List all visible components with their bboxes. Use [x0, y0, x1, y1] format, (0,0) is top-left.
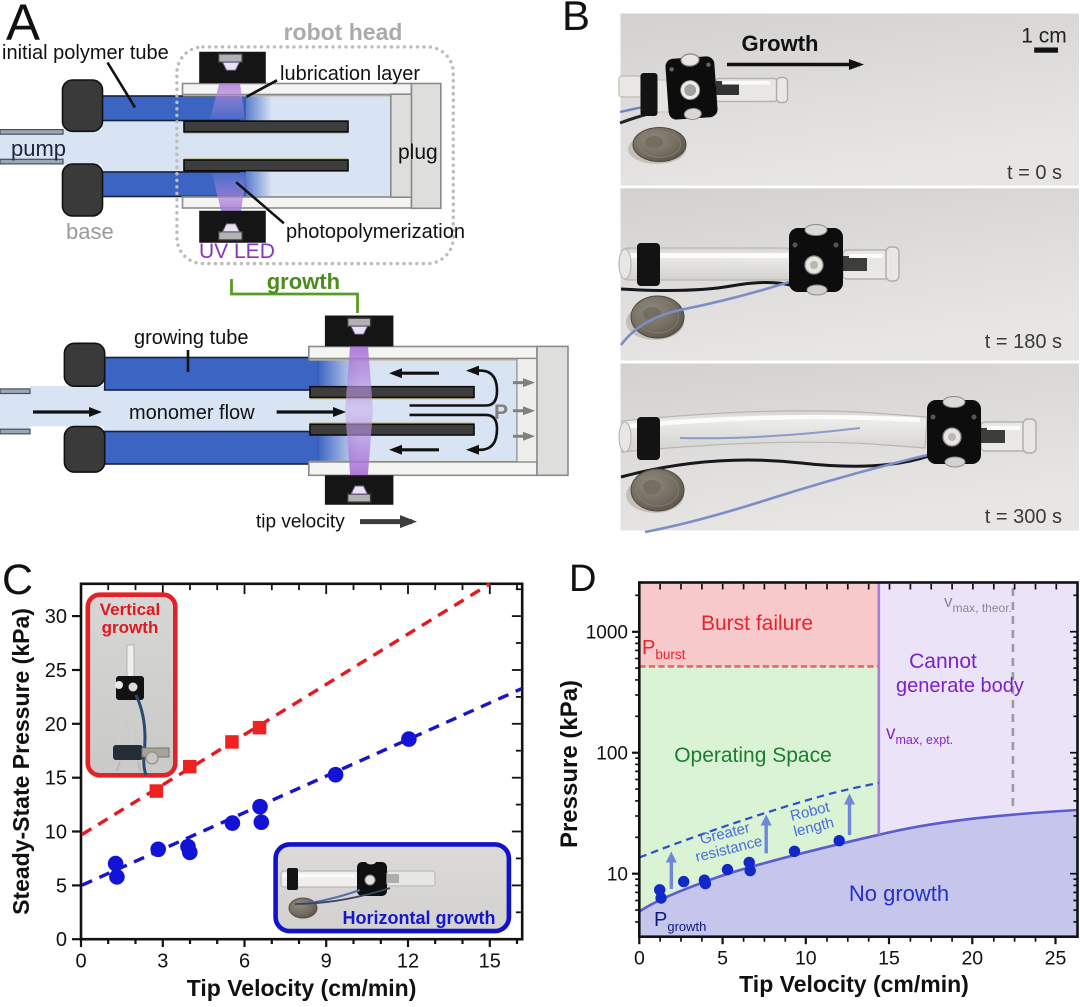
svg-text:growth: growth	[267, 269, 340, 294]
svg-text:0: 0	[634, 948, 645, 970]
svg-text:20: 20	[45, 714, 67, 736]
svg-text:25: 25	[1045, 948, 1067, 970]
svg-text:initial polymer tube: initial polymer tube	[2, 42, 169, 64]
svg-text:No growth: No growth	[849, 881, 949, 906]
svg-text:1 cm: 1 cm	[1021, 25, 1067, 48]
svg-text:D: D	[569, 558, 596, 600]
svg-text:Pressure (kPa): Pressure (kPa)	[560, 680, 583, 848]
svg-text:monomer flow: monomer flow	[129, 402, 255, 424]
svg-text:Operating Space: Operating Space	[674, 744, 832, 767]
svg-text:Growth: Growth	[742, 31, 819, 56]
svg-text:15: 15	[878, 948, 900, 970]
svg-text:base: base	[66, 219, 114, 244]
svg-text:C: C	[2, 556, 33, 604]
svg-text:tip velocity: tip velocity	[256, 512, 345, 533]
svg-text:1000: 1000	[586, 622, 628, 643]
svg-text:Tip Velocity (cm/min): Tip Velocity (cm/min)	[187, 975, 417, 1001]
svg-text:5: 5	[56, 875, 67, 897]
svg-text:P: P	[494, 401, 508, 424]
svg-text:UV LED: UV LED	[199, 240, 275, 263]
svg-text:10: 10	[607, 864, 628, 885]
svg-text:9: 9	[321, 951, 332, 973]
svg-text:lubrication layer: lubrication layer	[280, 63, 420, 85]
svg-text:pump: pump	[11, 136, 66, 161]
svg-text:3: 3	[157, 951, 168, 973]
svg-text:20: 20	[961, 948, 983, 970]
svg-text:growing tube: growing tube	[134, 327, 249, 349]
svg-text:Cannot: Cannot	[909, 650, 977, 673]
svg-text:Vertical: Vertical	[100, 600, 161, 619]
svg-text:B: B	[562, 0, 590, 39]
svg-text:5: 5	[717, 948, 728, 970]
svg-text:6: 6	[239, 951, 250, 973]
svg-text:10: 10	[795, 948, 817, 970]
svg-text:12: 12	[397, 951, 419, 973]
svg-text:0: 0	[56, 929, 67, 951]
svg-text:Tip Velocity (cm/min): Tip Velocity (cm/min)	[739, 971, 969, 997]
svg-text:15: 15	[479, 951, 501, 973]
svg-text:Steady-State Pressure (kPa): Steady-State Pressure (kPa)	[8, 608, 34, 915]
svg-text:100: 100	[596, 743, 628, 764]
svg-text:t = 180 s: t = 180 s	[985, 331, 1062, 353]
svg-text:t = 300 s: t = 300 s	[985, 506, 1062, 528]
svg-text:growth: growth	[102, 618, 159, 637]
svg-text:generate body: generate body	[896, 675, 1024, 697]
svg-text:t = 0 s: t = 0 s	[1007, 162, 1062, 184]
svg-text:30: 30	[45, 606, 67, 628]
svg-text:Burst failure: Burst failure	[701, 612, 813, 635]
svg-text:plug: plug	[398, 141, 438, 164]
svg-text:0: 0	[75, 951, 86, 973]
svg-text:25: 25	[45, 660, 67, 682]
svg-text:Horizontal growth: Horizontal growth	[343, 908, 496, 928]
svg-text:10: 10	[45, 822, 67, 844]
svg-text:photopolymerization: photopolymerization	[286, 221, 465, 243]
svg-text:robot head: robot head	[284, 19, 403, 45]
svg-text:A: A	[6, 0, 40, 51]
svg-text:15: 15	[45, 768, 67, 790]
